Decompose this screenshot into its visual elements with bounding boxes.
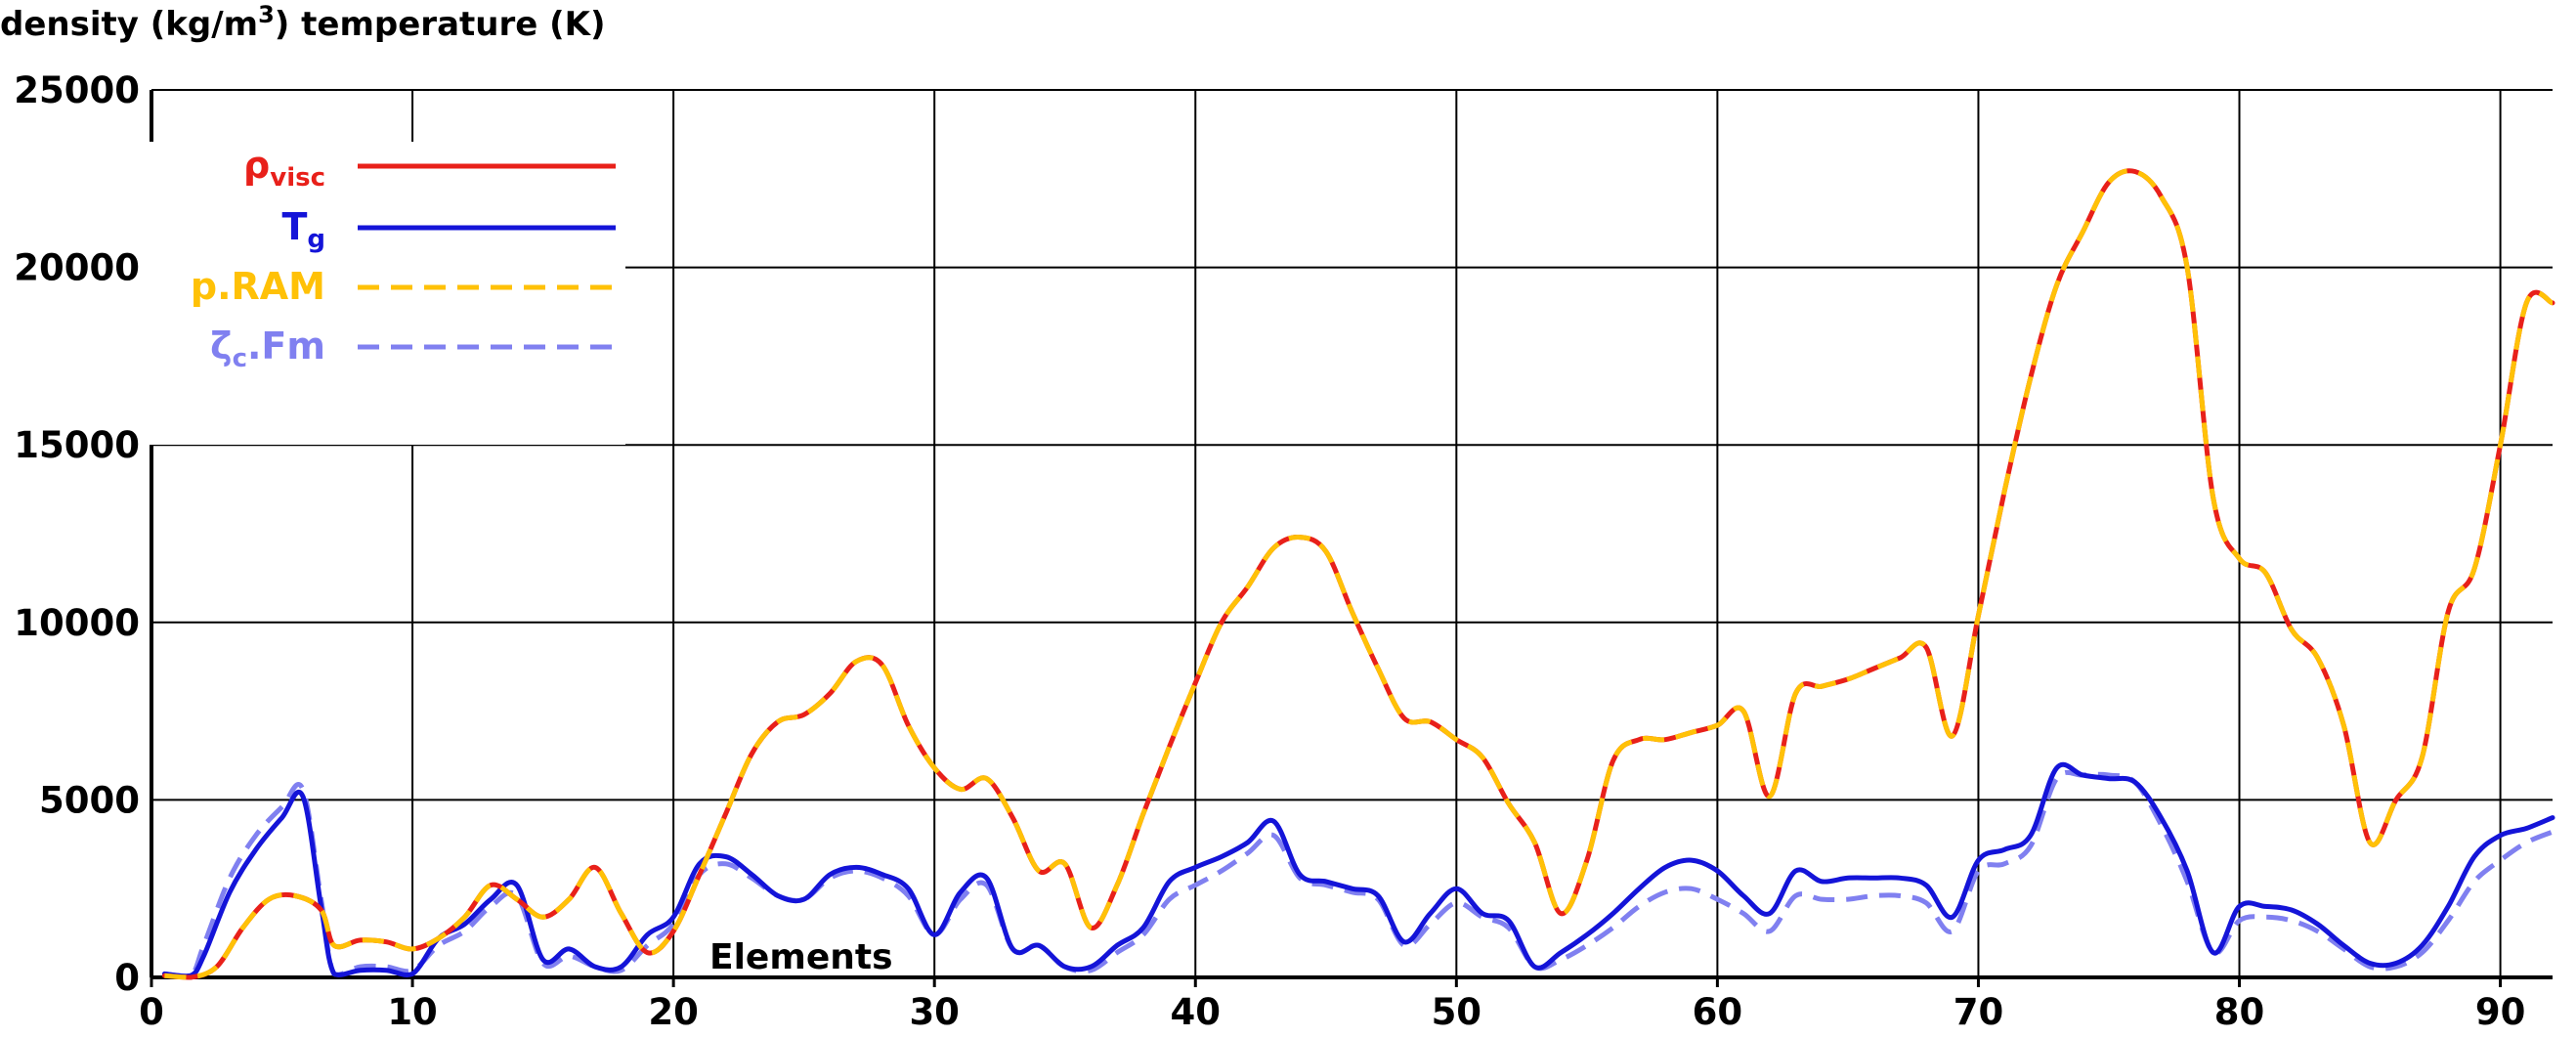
legend-background bbox=[98, 142, 625, 445]
y-tick-labels: 0 5000 10000 15000 20000 25000 bbox=[14, 69, 140, 999]
y-tick-label: 25000 bbox=[14, 69, 140, 111]
x-axis-label: Elements bbox=[709, 937, 893, 977]
x-tick-label: 60 bbox=[1693, 991, 1743, 1033]
legend-label-0: ρvisc bbox=[243, 144, 325, 193]
x-tick-label: 0 bbox=[139, 991, 164, 1033]
y-tick-label: 10000 bbox=[14, 602, 140, 644]
legend-label-2: p.RAM bbox=[191, 265, 325, 308]
x-tick-label: 10 bbox=[387, 991, 438, 1033]
x-tick-label: 90 bbox=[2475, 991, 2526, 1033]
y-tick-label: 0 bbox=[114, 957, 140, 999]
legend-label-1: Tg bbox=[281, 205, 325, 254]
y-tick-label: 5000 bbox=[39, 779, 140, 821]
x-tick-labels: 0 10 20 30 40 50 60 70 80 90 bbox=[139, 991, 2525, 1033]
legend: ρvisc Tg p.RAM ζc.Fm bbox=[191, 144, 616, 373]
x-tick-label: 50 bbox=[1432, 991, 1482, 1033]
x-tick-label: 70 bbox=[1953, 991, 2004, 1033]
y-axis-label: density (kg/m3) temperature (K) bbox=[0, 1, 606, 44]
x-tick-label: 80 bbox=[2214, 991, 2265, 1033]
series-line-3 bbox=[164, 769, 2554, 979]
x-tick-label: 20 bbox=[648, 991, 699, 1033]
legend-label-3: ζc.Fm bbox=[210, 324, 325, 373]
y-tick-label: 20000 bbox=[14, 247, 140, 289]
x-tick-label: 30 bbox=[909, 991, 960, 1033]
series-line-2 bbox=[164, 168, 2555, 980]
series-layer bbox=[161, 168, 2555, 980]
series-line-1 bbox=[161, 761, 2555, 979]
y-tick-label: 15000 bbox=[14, 424, 140, 466]
x-tick-label: 40 bbox=[1171, 991, 1222, 1033]
